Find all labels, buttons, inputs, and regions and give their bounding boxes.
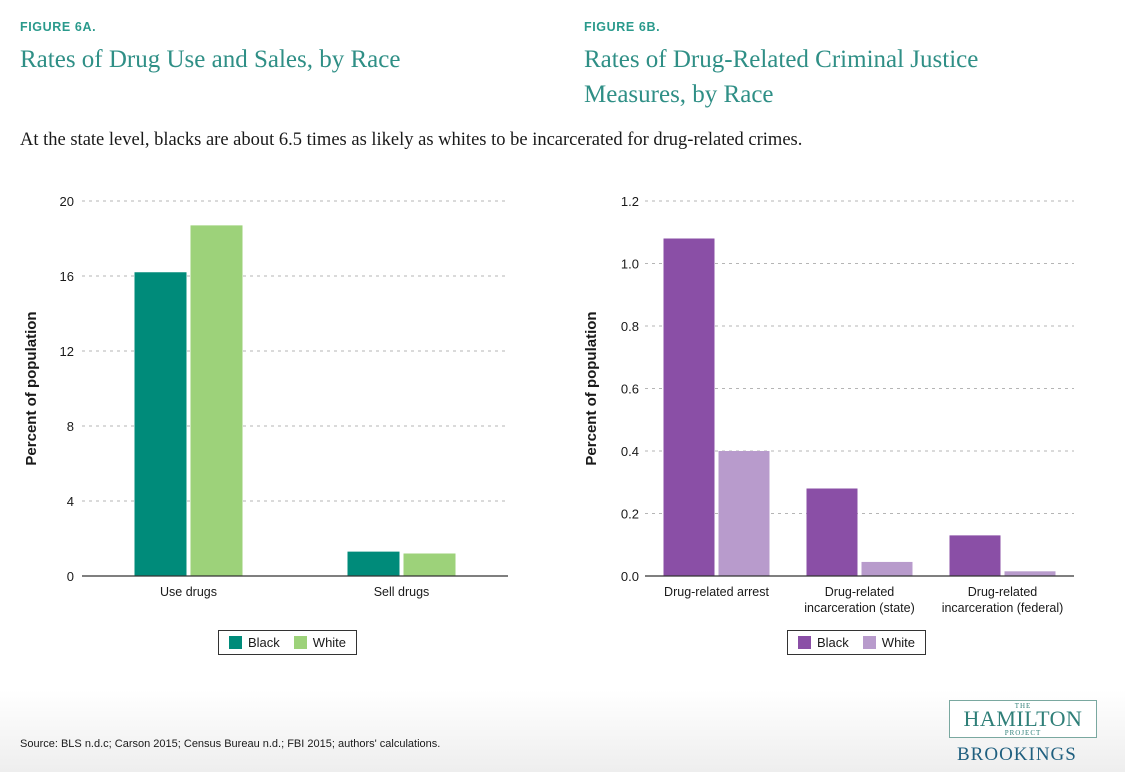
hamilton-project-logo: THE HAMILTON PROJECT: [949, 700, 1097, 738]
y-tick-label: 0.2: [621, 507, 639, 522]
chart-6b: 0.0 0.2 0.4 0.6 0.8 1.0 1.2 Percent of populati…: [583, 194, 1074, 615]
bar-black-2: [806, 488, 858, 576]
legend-swatch-white: [293, 636, 307, 649]
y-tick-label: 16: [60, 269, 74, 284]
y-tick-label: 0.8: [621, 319, 639, 334]
source-note: Source: BLS n.d.c; Carson 2015; Census B…: [20, 738, 441, 750]
x-category-label: Sell drugs: [374, 585, 430, 599]
footer-band: [0, 690, 1125, 772]
logo-the-text: THE: [1014, 702, 1032, 710]
bar-black-3: [949, 535, 1001, 576]
bar-white-1: [190, 225, 243, 576]
legend-item-black: Black: [798, 635, 849, 650]
figure-6a-title: Rates of Drug Use and Sales, by Race: [20, 46, 401, 73]
y-tick-label: 4: [67, 494, 74, 509]
bar-black-1: [663, 238, 715, 576]
chart-subtitle: At the state level, blacks are about 6.5…: [20, 130, 803, 150]
y-tick-label: 8: [67, 419, 74, 434]
bar-white-1: [718, 451, 770, 576]
bar-white-2: [861, 561, 913, 576]
y-tick-label: 1.0: [621, 257, 639, 272]
x-category-label: incarceration (state): [804, 601, 914, 615]
y-tick-label: 0: [67, 569, 74, 584]
y-axis-label: Percent of population: [23, 311, 40, 465]
bar-black-2: [347, 551, 400, 576]
legend-label-black: Black: [248, 635, 280, 650]
figure-6a-label: FIGURE 6A.: [20, 20, 97, 34]
legend-6b: Black White: [787, 630, 927, 655]
legend-item-white: White: [293, 635, 347, 650]
chart-6a: 0 4 8 12 16 20 Percent of population Use drugs S…: [23, 194, 508, 599]
legend-6a: Black White: [218, 630, 358, 655]
x-category-label: Drug-related arrest: [664, 585, 769, 599]
legend-item-black: Black: [229, 635, 280, 650]
legend-item-white: White: [862, 635, 916, 650]
x-category-label: Drug-related: [825, 585, 895, 599]
bar-white-3: [1004, 571, 1056, 576]
legend-swatch-black: [229, 636, 242, 649]
y-tick-label: 0.0: [621, 569, 639, 584]
legend-label-white: White: [312, 635, 347, 650]
logo-project-text: PROJECT: [1004, 729, 1042, 737]
bar-white-2: [403, 553, 456, 576]
legend-label-black: Black: [817, 635, 849, 650]
y-tick-label: 1.2: [621, 194, 639, 209]
legend-swatch-black: [798, 636, 811, 649]
y-axis-label: Percent of population: [583, 311, 600, 465]
y-tick-label: 0.6: [621, 382, 639, 397]
bar-black-1: [134, 272, 187, 576]
y-tick-label: 0.4: [621, 444, 639, 459]
figure-6b-title-line2: Measures, by Race: [584, 81, 774, 108]
x-category-label: Drug-related: [968, 585, 1038, 599]
x-category-label: Use drugs: [160, 585, 217, 599]
logo-hamilton-text: HAMILTON: [963, 706, 1083, 731]
legend-label-white: White: [881, 635, 916, 650]
legend-swatch-white: [862, 636, 876, 649]
y-tick-label: 12: [60, 344, 74, 359]
figure-6b-title-line1: Rates of Drug-Related Criminal Justice: [584, 46, 979, 73]
brookings-logo: BROOKINGS: [957, 744, 1077, 765]
x-category-label: incarceration (federal): [942, 601, 1064, 615]
figure-6b-label: FIGURE 6B.: [584, 20, 661, 34]
y-tick-label: 20: [60, 194, 74, 209]
